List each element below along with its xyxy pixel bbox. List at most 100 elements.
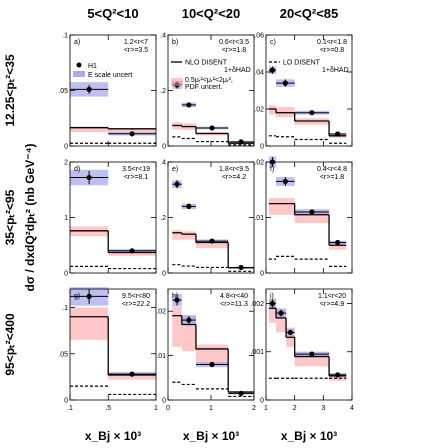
y-axis-label: dσ / dxdQ²dpₜ² (nb GeV⁻⁴)	[23, 143, 37, 291]
row-header: 95<pₜ²<400	[3, 313, 17, 376]
data-point	[238, 264, 244, 271]
pdf-uncert-band	[172, 229, 182, 240]
legend-lo: LO DISENT	[283, 60, 321, 67]
data-point	[86, 86, 92, 92]
panel-range: 1.2<r<7	[124, 39, 148, 46]
panel-range: 4.8<r<40	[220, 293, 248, 300]
x-axis-label: x_Bj × 10³	[85, 429, 141, 443]
legend-nlo-had: 1+δHAD	[224, 67, 251, 74]
panel-h: 0.01.020 1 2h) 4.8<r<40<r>=11.3	[156, 288, 256, 412]
panel-range: <r>=11.3	[220, 301, 248, 308]
y-tick-label: .04	[254, 70, 264, 77]
legend-pdf-swatch	[171, 78, 183, 86]
y-tick-label: 0	[64, 144, 68, 151]
legend-h1: H1	[88, 63, 97, 70]
y-tick-label: .02	[254, 107, 264, 114]
pdf-uncert-band	[181, 231, 196, 240]
data-point	[209, 238, 215, 244]
pdf-uncert-band	[195, 241, 229, 249]
panel-range: <r>=3.5	[124, 47, 148, 54]
x-tick-label: 2	[252, 405, 256, 412]
data-point	[186, 203, 192, 209]
legend-escale-swatch	[73, 71, 85, 77]
y-tick-label: 0	[162, 398, 166, 405]
panel-letter: h)	[172, 293, 178, 300]
y-tick-label: .05	[58, 351, 68, 358]
y-tick-label: .05	[58, 88, 68, 95]
y-tick-label: .06	[254, 33, 264, 40]
y-tick-label: .2	[160, 88, 166, 95]
pdf-uncert-band	[276, 308, 287, 333]
y-tick-label: .4	[160, 33, 166, 40]
panel-range: 9.5<r<80	[122, 293, 150, 300]
panel-range: 0.1<r<1.8	[317, 39, 347, 46]
pdf-uncert-band	[70, 126, 109, 133]
panel-e: 0 .2 .4 e) 1.8<r<9.5<r>=4.2	[160, 160, 255, 278]
y-tick-label: 0	[64, 271, 68, 278]
panel-letter: i)	[270, 293, 274, 300]
data-point	[282, 178, 288, 185]
pdf-uncert-band	[329, 242, 347, 250]
x-axis-label: x_Bj × 10³	[183, 429, 239, 443]
data-point	[129, 371, 135, 377]
panel-letter: e)	[172, 166, 178, 173]
data-point	[186, 317, 192, 323]
panel-g: 0 .05 .1 .1 .5 1 g) 9.5<r<80<r>=22.2	[58, 287, 158, 412]
y-tick-label: 0	[162, 144, 166, 151]
data-point	[335, 131, 341, 137]
pdf-uncert-band	[70, 307, 109, 340]
panel-range: <r>=0.8	[320, 47, 344, 54]
panel-range: <r>=4.2	[222, 174, 246, 181]
data-point	[335, 239, 341, 246]
data-point	[174, 181, 180, 187]
panel-letter: c)	[270, 39, 276, 46]
panel-c: 0 .02 .04 .06 c) 0.1<r<1.8<r>=0.8 LO DISENT1+δ…	[254, 33, 353, 151]
pdf-uncert-band	[195, 344, 229, 365]
data-point	[86, 174, 92, 181]
x-tick-label: 1	[209, 405, 213, 412]
y-tick-label: 2	[64, 160, 68, 167]
y-tick-label: 0	[260, 398, 264, 405]
data-point	[129, 131, 135, 137]
panel-letter: a)	[74, 39, 80, 46]
x-tick-label: 3	[321, 405, 325, 412]
panel-i: 0 .001 .002 1 2 3 4 i) 1.1<r<20<r>=4.9	[250, 288, 354, 412]
data-point	[186, 102, 192, 108]
x-axis-label: x_Bj × 10³	[281, 429, 337, 443]
data-point	[278, 310, 284, 316]
legend-lo-had: 1+δHAD	[322, 67, 349, 74]
panel-range: 1.8<r<9.5	[219, 166, 249, 173]
x-tick-label: 2	[293, 405, 297, 412]
panel-frame	[265, 34, 353, 147]
y-tick-label: .1	[62, 33, 68, 40]
pdf-uncert-band	[276, 198, 295, 215]
panel-range: <r>=4.9	[320, 301, 344, 308]
legend-scale: 0.5μᵣ²<μᵣ²<2μᵣ²,	[185, 77, 233, 84]
y-tick-label: .001	[250, 349, 264, 356]
x-tick-label: 1	[264, 405, 268, 412]
data-point	[282, 80, 288, 86]
y-tick-label: .1	[62, 305, 68, 312]
y-tick-label: .4	[160, 160, 166, 167]
y-tick-label: .01	[254, 215, 264, 222]
data-point	[309, 209, 315, 215]
data-point	[309, 110, 315, 116]
column-header: 5<Q²<10	[87, 6, 138, 21]
panel-range: <r>=1.8	[320, 174, 344, 181]
y-tick-label: .2	[160, 215, 166, 222]
x-tick-label: .1	[67, 405, 73, 412]
panel-range: 3.5<r<19	[122, 166, 150, 173]
panel-d: 0 1 2 d) 3.5<r<19<r>=8.1	[64, 160, 157, 278]
data-point	[209, 125, 215, 131]
panel-frame	[265, 288, 353, 401]
data-point	[209, 361, 215, 368]
panel-range: 0.4<r<4.8	[317, 166, 347, 173]
panel-letter: f)	[270, 166, 274, 173]
y-tick-label: .01	[156, 353, 166, 360]
data-point	[335, 372, 341, 378]
panel-range: <r>=1.8	[222, 47, 246, 54]
x-tick-label: 1	[154, 405, 158, 412]
panel-range: <r>=8.1	[124, 174, 148, 181]
panel-range: 0.6<r<3.5	[219, 39, 249, 46]
data-point	[269, 300, 276, 307]
